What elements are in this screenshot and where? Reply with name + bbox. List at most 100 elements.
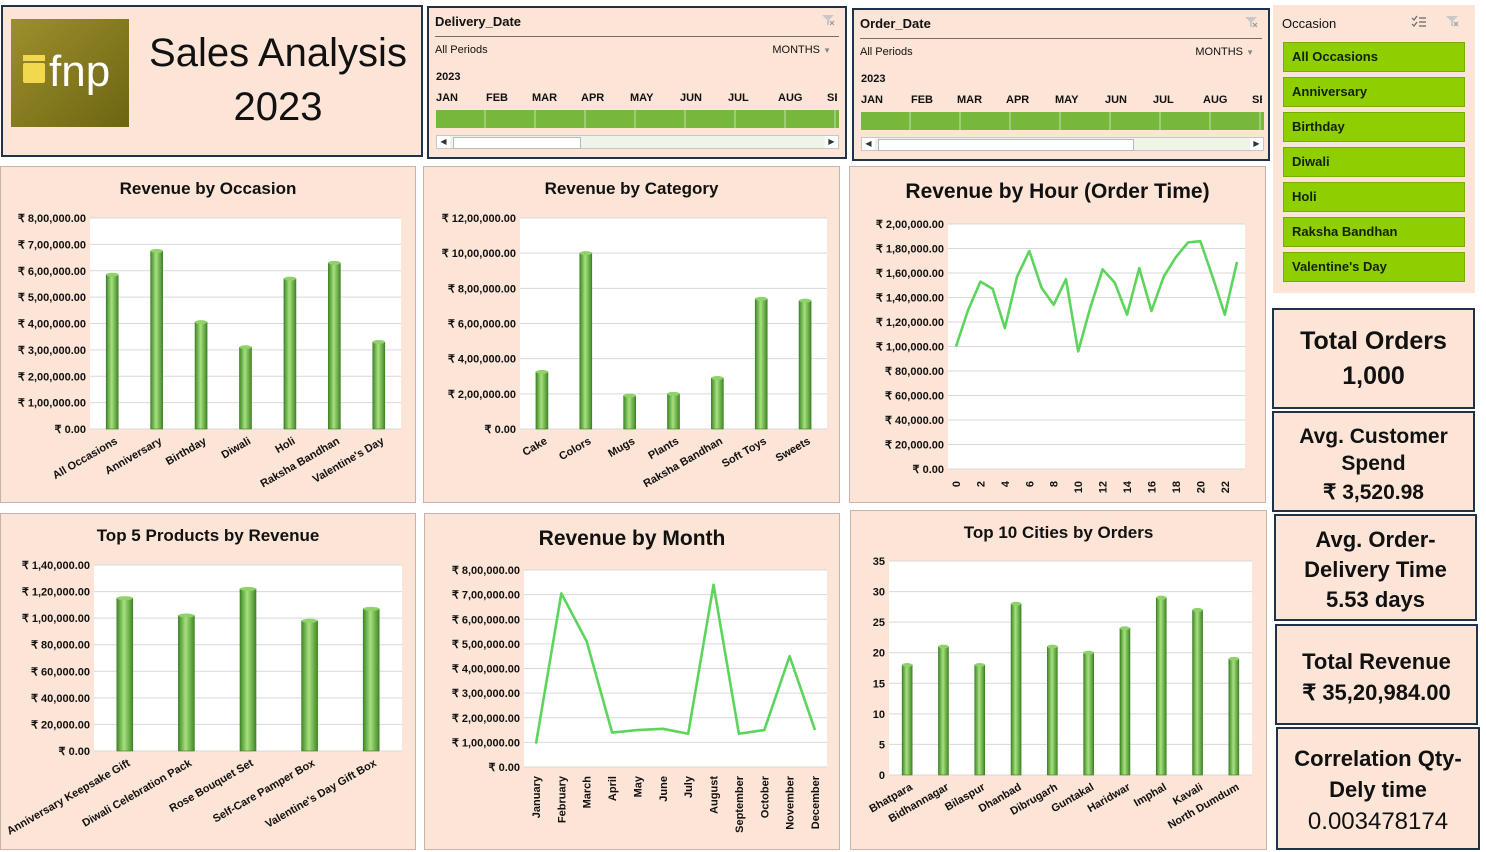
bar <box>1155 597 1167 776</box>
kpi-value: ₹ 35,20,984.00 <box>1302 680 1451 705</box>
x-tick-label: June <box>658 776 670 802</box>
timeline-scrollbar[interactable]: ◀ ▶ <box>861 137 1264 151</box>
y-tick-label: ₹ 1,40,000.00 <box>22 560 90 572</box>
month-apr[interactable]: APR <box>1006 94 1030 106</box>
timeline-bar[interactable] <box>436 110 839 128</box>
month-jul[interactable]: JUL <box>1153 94 1174 106</box>
x-tick-label: March <box>582 776 594 809</box>
plot-area <box>889 561 1252 775</box>
y-tick-label: ₹ 1,20,000.00 <box>876 317 944 329</box>
bar <box>623 395 636 430</box>
y-tick-label: ₹ 2,00,000.00 <box>452 713 520 725</box>
bar <box>974 664 986 776</box>
y-tick-label: 35 <box>873 556 885 568</box>
delivery-date-slicer[interactable]: Delivery_Date All Periods MONTHS ▼ 2023 … <box>427 6 847 159</box>
y-tick-label: ₹ 40,000.00 <box>885 415 944 427</box>
clear-filter-icon[interactable] <box>1445 15 1459 27</box>
month-jul[interactable]: JUL <box>728 92 749 104</box>
occasion-item-diwali[interactable]: Diwali <box>1283 147 1465 177</box>
y-tick-label: ₹ 60,000.00 <box>885 391 944 403</box>
y-tick-label: ₹ 5,00,000.00 <box>18 292 86 304</box>
month-jun[interactable]: JUN <box>680 92 703 104</box>
period-unit-dropdown[interactable]: MONTHS ▼ <box>1195 46 1254 58</box>
y-tick-label: ₹ 2,00,000.00 <box>876 219 944 231</box>
chart-revenue-by-occasion: Revenue by Occasion ₹ 0.00 ₹ 1,00,000.00 ₹… <box>0 166 416 503</box>
bar <box>754 298 768 430</box>
month-sep[interactable]: SE <box>1252 94 1262 106</box>
clear-filter-icon[interactable] <box>821 14 835 26</box>
timeline-bar[interactable] <box>861 112 1264 130</box>
kpi-avg-delivery-time: Avg. Order- Delivery Time 5.53 days <box>1274 514 1477 621</box>
bar-top <box>579 251 592 256</box>
x-tick-label: 18 <box>1171 481 1183 493</box>
kpi-value: 1,000 <box>1342 362 1405 390</box>
x-tick-label: Plants <box>646 435 681 462</box>
month-may[interactable]: MAY <box>630 92 654 104</box>
y-tick-label: 20 <box>873 648 885 660</box>
occasion-item-all[interactable]: All Occasions <box>1283 42 1465 72</box>
month-feb[interactable]: FEB <box>911 94 933 106</box>
x-tick-label: Raksha Bandhan <box>259 435 343 490</box>
scroll-thumb[interactable] <box>453 137 581 149</box>
month-jan[interactable]: JAN <box>436 92 459 104</box>
timeline-scrollbar[interactable]: ◀ ▶ <box>436 135 839 149</box>
kpi-label: Total Orders <box>1300 327 1447 355</box>
y-tick-label: ₹ 4,00,000.00 <box>452 664 520 676</box>
multi-select-icon[interactable] <box>1411 15 1427 29</box>
y-tick-label: ₹ 1,00,000.00 <box>22 613 90 625</box>
bar-top <box>195 320 208 325</box>
scroll-left-icon[interactable]: ◀ <box>437 136 450 148</box>
occasion-item-holi[interactable]: Holi <box>1283 182 1465 212</box>
y-tick-label: ₹ 5,00,000.00 <box>452 639 520 651</box>
order-date-slicer[interactable]: Order_Date All Periods MONTHS ▼ 2023 JAN… <box>852 8 1270 161</box>
slicer-title: Order_Date <box>860 16 931 31</box>
scroll-left-icon[interactable]: ◀ <box>862 138 875 150</box>
bar-top <box>240 586 256 591</box>
bar-top <box>535 369 548 374</box>
y-tick-label: ₹ 60,000.00 <box>31 666 90 678</box>
clear-filter-icon[interactable] <box>1244 16 1258 28</box>
occasion-item-birthday[interactable]: Birthday <box>1283 112 1465 142</box>
x-tick-label: Raksha Bandhan <box>642 435 726 490</box>
month-feb[interactable]: FEB <box>486 92 508 104</box>
occasion-item-valentines-day[interactable]: Valentine's Day <box>1283 252 1465 282</box>
bar-top <box>623 393 636 398</box>
chevron-down-icon: ▼ <box>823 46 831 55</box>
month-jan[interactable]: JAN <box>861 94 884 106</box>
scroll-right-icon[interactable]: ▶ <box>1250 138 1263 150</box>
y-tick-label: 30 <box>873 587 885 599</box>
month-aug[interactable]: AUG <box>778 92 803 104</box>
x-tick-label: September <box>734 775 746 833</box>
y-tick-label: ₹ 7,00,000.00 <box>18 239 86 251</box>
chart-svg: ₹ 0.00 ₹ 1,00,000.00 ₹ 2,00,000.00 ₹ 3,00,0… <box>452 565 827 833</box>
bar-top <box>711 376 724 381</box>
month-sep[interactable]: SE <box>827 92 837 104</box>
bar <box>301 620 318 752</box>
bar <box>105 274 119 430</box>
scroll-thumb[interactable] <box>878 139 1134 151</box>
scroll-right-icon[interactable]: ▶ <box>825 136 838 148</box>
chart-title: Revenue by Occasion <box>119 179 297 198</box>
bar-top <box>755 296 768 301</box>
period-unit-dropdown[interactable]: MONTHS ▼ <box>772 44 831 56</box>
bar-top <box>150 248 163 253</box>
occasion-slicer[interactable]: Occasion All Occasions Anniversary Birth… <box>1273 5 1475 293</box>
occasion-item-anniversary[interactable]: Anniversary <box>1283 77 1465 107</box>
header-panel: fnp Sales Analysis 2023 <box>1 5 423 157</box>
page-title-line2: 2023 <box>233 85 323 129</box>
x-tick-label: August <box>709 776 721 814</box>
month-may[interactable]: MAY <box>1055 94 1079 106</box>
x-tick-label: Valentine's Day Gift Box <box>263 757 379 831</box>
month-aug[interactable]: AUG <box>1203 94 1228 106</box>
month-mar[interactable]: MAR <box>532 92 558 104</box>
x-tick-label: 10 <box>1073 481 1085 493</box>
kpi-correlation: Correlation Qty- Dely time 0.003478174 <box>1276 727 1480 850</box>
y-tick-label: ₹ 10,00,000.00 <box>442 248 516 260</box>
month-jun[interactable]: JUN <box>1105 94 1128 106</box>
month-mar[interactable]: MAR <box>957 94 983 106</box>
bar-top <box>363 606 380 611</box>
x-tick-label: 16 <box>1146 481 1158 493</box>
month-apr[interactable]: APR <box>581 92 605 104</box>
bar <box>372 341 386 430</box>
occasion-item-raksha-bandhan[interactable]: Raksha Bandhan <box>1283 217 1465 247</box>
